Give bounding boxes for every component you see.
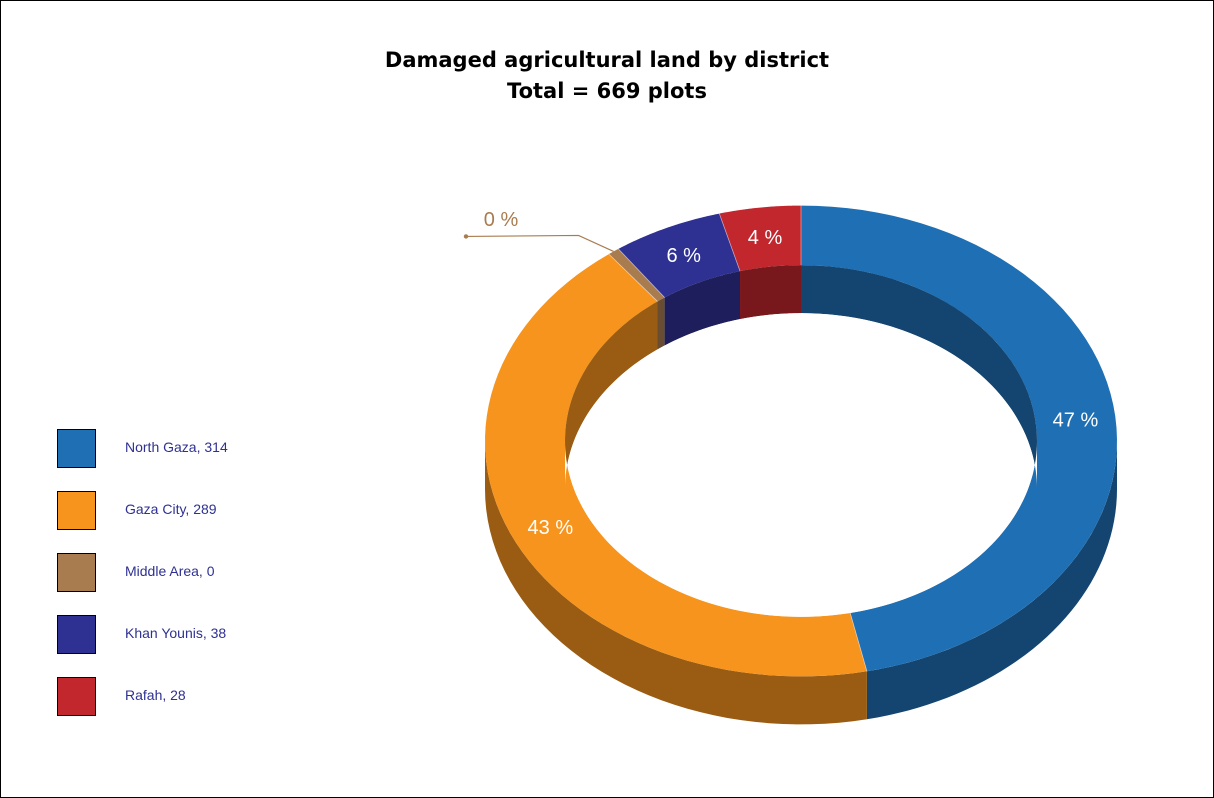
leader-dot-middle-area: [463, 234, 469, 239]
legend-swatch-rafah: [57, 677, 96, 716]
legend-item-gaza-city: Gaza City, 289: [57, 491, 317, 531]
inner-wall-north-gaza-0: [801, 265, 1037, 489]
chart-title: Damaged agricultural land by district To…: [1, 45, 1213, 107]
slice-top-gaza-city: [485, 254, 867, 677]
percent-label-rafah: 4 %: [748, 227, 783, 249]
slice-separator-khan-younis: [618, 248, 665, 298]
inner-wall-rafah-1: [740, 265, 801, 320]
legend-label-gaza-city: Gaza City, 289: [125, 501, 217, 517]
legend-label-rafah: Rafah, 28: [125, 687, 186, 703]
inner-wall-khan-younis-1: [664, 271, 741, 346]
slice-top-middle-area: [608, 248, 665, 302]
slice-top-khan-younis: [618, 213, 741, 298]
legend-item-khan-younis: Khan Younis, 38: [57, 615, 317, 655]
slice-separator-gaza-city: [849, 612, 868, 672]
legend-label-north-gaza: North Gaza, 314: [125, 439, 228, 455]
outer-wall-gaza-city: [485, 441, 867, 725]
donut-hole: [565, 313, 1037, 617]
chart-title-line1: Damaged agricultural land by district: [384, 48, 830, 72]
legend-swatch-khan-younis: [57, 615, 96, 654]
leader-line-middle-area: [465, 234, 614, 253]
percent-label-north-gaza: 47 %: [1053, 409, 1099, 431]
legend-label-middle-area: Middle Area, 0: [125, 563, 215, 579]
slice-top-north-gaza: [801, 205, 1117, 672]
slice-separator-middle-area: [608, 253, 658, 302]
percent-label-khan-younis: 6 %: [667, 245, 702, 267]
inner-wall-middle-area-1: [657, 297, 665, 350]
inner-wall-gaza-city-1: [565, 301, 658, 489]
legend-label-khan-younis: Khan Younis, 38: [125, 625, 227, 641]
outer-wall-north-gaza: [866, 441, 1117, 720]
percent-label-gaza-city: 43 %: [528, 517, 574, 539]
legend-swatch-north-gaza: [57, 429, 96, 468]
legend-item-middle-area: Middle Area, 0: [57, 553, 317, 593]
slice-separator-rafah: [718, 213, 741, 272]
legend-item-rafah: Rafah, 28: [57, 677, 317, 717]
percent-label-middle-area: 0 %: [484, 209, 519, 231]
chart-title-line2: Total = 669 plots: [507, 79, 707, 103]
legend-swatch-middle-area: [57, 553, 96, 592]
legend-swatch-gaza-city: [57, 491, 96, 530]
legend-item-north-gaza: North Gaza, 314: [57, 429, 317, 469]
slice-top-rafah: [719, 205, 801, 272]
